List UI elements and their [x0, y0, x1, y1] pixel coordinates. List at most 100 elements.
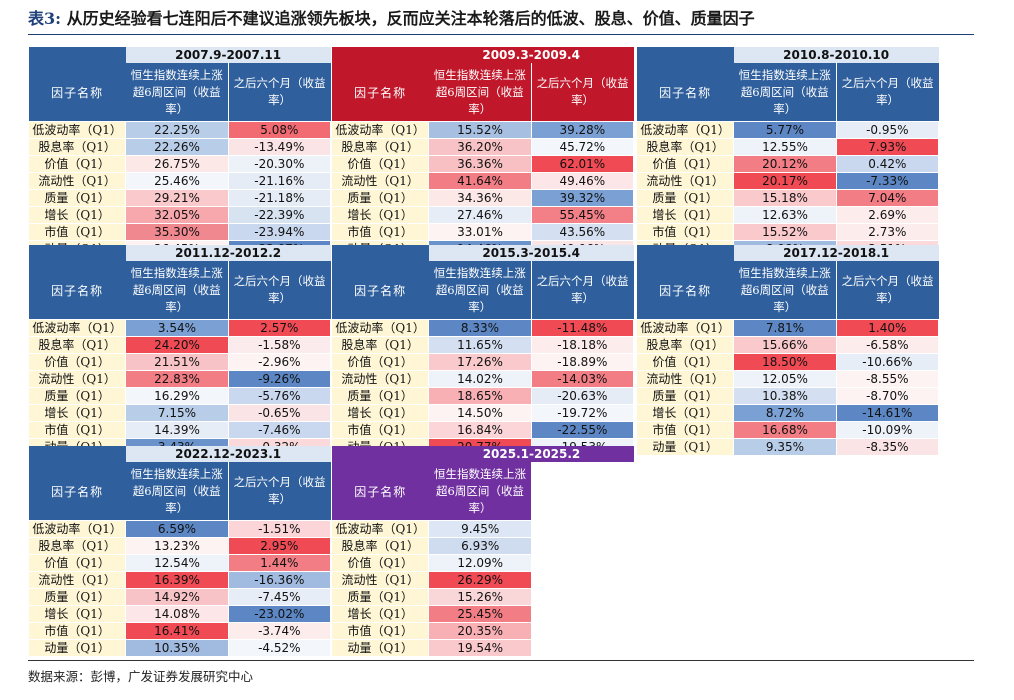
- table-row: 价值（Q1） 12.54% 1.44%: [27, 554, 332, 572]
- factor-table: 2011.12-2012.2 因子名称 恒生指数连续上涨超6周区间（收益率） 之后六个…: [27, 245, 332, 456]
- factor-name: 市值（Q1）: [635, 223, 735, 241]
- factor-name-header: 因子名称: [331, 261, 429, 320]
- after-6m-value: -21.18%: [227, 189, 332, 207]
- return-6w-value: 14.50%: [428, 404, 532, 422]
- return-6w-value: 36.20%: [428, 138, 532, 156]
- table-row: 低波动率（Q1） 22.25% 5.08%: [27, 121, 332, 139]
- after-6m-value: -7.46%: [227, 421, 332, 439]
- return-6w-value: 12.05%: [733, 370, 837, 388]
- factor-name: 流动性（Q1）: [635, 370, 735, 388]
- return-6w-value: 7.15%: [125, 404, 229, 422]
- return-6w-value: 33.01%: [428, 223, 532, 241]
- factor-name: 价值（Q1）: [27, 554, 127, 572]
- table-row: 价值（Q1） 12.09%: [330, 554, 634, 572]
- after-6m-value: -11.48%: [530, 319, 635, 337]
- return-6w-value: 17.26%: [428, 353, 532, 371]
- period-label: 2025.1-2025.2: [428, 446, 634, 462]
- factor-name: 股息率（Q1）: [635, 138, 735, 156]
- return-6w-header: 恒生指数连续上涨超6周区间（收益率）: [125, 261, 229, 320]
- after-6m-value: -23.94%: [227, 223, 332, 241]
- after-6m-value: 62.01%: [530, 155, 635, 173]
- title-text: 从历史经验看七连阳后不建议追涨领先板块，反而应关注本轮落后的低波、股息、价值、质…: [66, 9, 755, 28]
- after-6m-value: 5.08%: [227, 121, 332, 139]
- factor-name: 质量（Q1）: [635, 189, 735, 207]
- return-6w-value: 16.29%: [125, 387, 229, 405]
- table-row: 增长（Q1） 7.15% -0.65%: [27, 404, 332, 422]
- period-label: 2015.3-2015.4: [428, 245, 634, 261]
- after-6m-value: -5.76%: [227, 387, 332, 405]
- return-6w-value: 11.65%: [428, 336, 532, 354]
- column-header-row: 因子名称 恒生指数连续上涨超6周区间（收益率） 之后六个月（收益率）: [636, 261, 939, 320]
- factor-name: 增长（Q1）: [27, 404, 127, 422]
- after-6m-value: -6.58%: [835, 336, 940, 354]
- return-6w-value: 22.83%: [125, 370, 229, 388]
- return-6w-header: 恒生指数连续上涨超6周区间（收益率）: [125, 63, 229, 122]
- return-6w-value: 27.46%: [428, 206, 532, 224]
- table-row: 质量（Q1） 14.92% -7.45%: [27, 588, 332, 606]
- factor-name-header: 因子名称: [331, 462, 429, 521]
- factor-name: 动量（Q1）: [27, 639, 127, 657]
- factor-name-header: 因子名称: [331, 63, 429, 122]
- table-row: 增长（Q1） 14.50% -19.72%: [330, 404, 635, 422]
- return-6w-value: 14.92%: [125, 588, 229, 606]
- return-6w-value: 15.26%: [428, 588, 532, 606]
- return-6w-value: 12.55%: [733, 138, 837, 156]
- table-row: 质量（Q1） 29.21% -21.18%: [27, 189, 332, 207]
- after-6m-value: -13.49%: [227, 138, 332, 156]
- factor-name: 价值（Q1）: [330, 353, 430, 371]
- return-6w-value: 41.64%: [428, 172, 532, 190]
- empty-cell: [531, 588, 634, 606]
- after-6m-value: -9.26%: [227, 370, 332, 388]
- return-6w-value: 16.41%: [125, 622, 229, 640]
- after-6m-value: -2.96%: [227, 353, 332, 371]
- factor-name: 质量（Q1）: [330, 588, 430, 606]
- table-row: 价值（Q1） 20.12% 0.42%: [635, 155, 940, 173]
- header-left-fill: [28, 47, 126, 63]
- return-6w-value: 24.20%: [125, 336, 229, 354]
- table-row: 市值（Q1） 20.35%: [330, 622, 634, 640]
- factor-name: 低波动率（Q1）: [330, 121, 430, 139]
- return-6w-value: 25.46%: [125, 172, 229, 190]
- return-6w-header: 恒生指数连续上涨超6周区间（收益率）: [733, 261, 837, 320]
- factor-name: 流动性（Q1）: [330, 370, 430, 388]
- period-row: 2011.12-2012.2: [28, 245, 331, 261]
- factor-name: 质量（Q1）: [635, 387, 735, 405]
- after-6m-value: 45.72%: [530, 138, 635, 156]
- table-row: 市值（Q1） 16.84% -22.55%: [330, 421, 635, 439]
- header-left-fill: [636, 47, 734, 63]
- table-row: 股息率（Q1） 22.26% -13.49%: [27, 138, 332, 156]
- after-6m-header: 之后六个月（收益率）: [531, 261, 634, 320]
- period-label: 2007.9-2007.11: [125, 47, 331, 63]
- after-6m-value: -23.02%: [227, 605, 332, 623]
- after-6m-header: 之后六个月（收益率）: [836, 261, 939, 320]
- return-6w-value: 22.26%: [125, 138, 229, 156]
- factor-name: 价值（Q1）: [635, 353, 735, 371]
- factor-name: 市值（Q1）: [330, 421, 430, 439]
- after-6m-value: 2.95%: [227, 537, 332, 555]
- after-6m-header: 之后六个月（收益率）: [531, 63, 634, 122]
- return-6w-value: 36.36%: [428, 155, 532, 173]
- table-row: 市值（Q1） 15.52% 2.73%: [635, 223, 940, 241]
- period-row: 2015.3-2015.4: [331, 245, 634, 261]
- factor-name: 增长（Q1）: [27, 206, 127, 224]
- factor-name: 市值（Q1）: [27, 223, 127, 241]
- factor-name: 增长（Q1）: [330, 404, 430, 422]
- after-6m-value: 7.04%: [835, 189, 940, 207]
- factor-name: 股息率（Q1）: [330, 336, 430, 354]
- table-row: 市值（Q1） 16.68% -10.09%: [635, 421, 940, 439]
- column-header-row: 因子名称 恒生指数连续上涨超6周区间（收益率） 之后六个月（收益率）: [331, 261, 634, 320]
- after-6m-value: -18.89%: [530, 353, 635, 371]
- return-6w-value: 26.75%: [125, 155, 229, 173]
- return-6w-value: 15.52%: [733, 223, 837, 241]
- factor-name-header: 因子名称: [28, 462, 126, 521]
- after-6m-value: -3.74%: [227, 622, 332, 640]
- table-row: 市值（Q1） 33.01% 43.56%: [330, 223, 635, 241]
- period-label: 2011.12-2012.2: [125, 245, 331, 261]
- period-block: 2011.12-2012.2 因子名称 恒生指数连续上涨超6周区间（收益率） 之后六个…: [27, 245, 332, 456]
- return-6w-value: 5.77%: [733, 121, 837, 139]
- after-6m-header: 之后六个月（收益率）: [228, 63, 331, 122]
- period-block: 2009.3-2009.4 因子名称 恒生指数连续上涨超6周区间（收益率） 之后六个月…: [330, 47, 635, 258]
- return-6w-value: 32.05%: [125, 206, 229, 224]
- return-6w-value: 34.36%: [428, 189, 532, 207]
- factor-name: 低波动率（Q1）: [635, 121, 735, 139]
